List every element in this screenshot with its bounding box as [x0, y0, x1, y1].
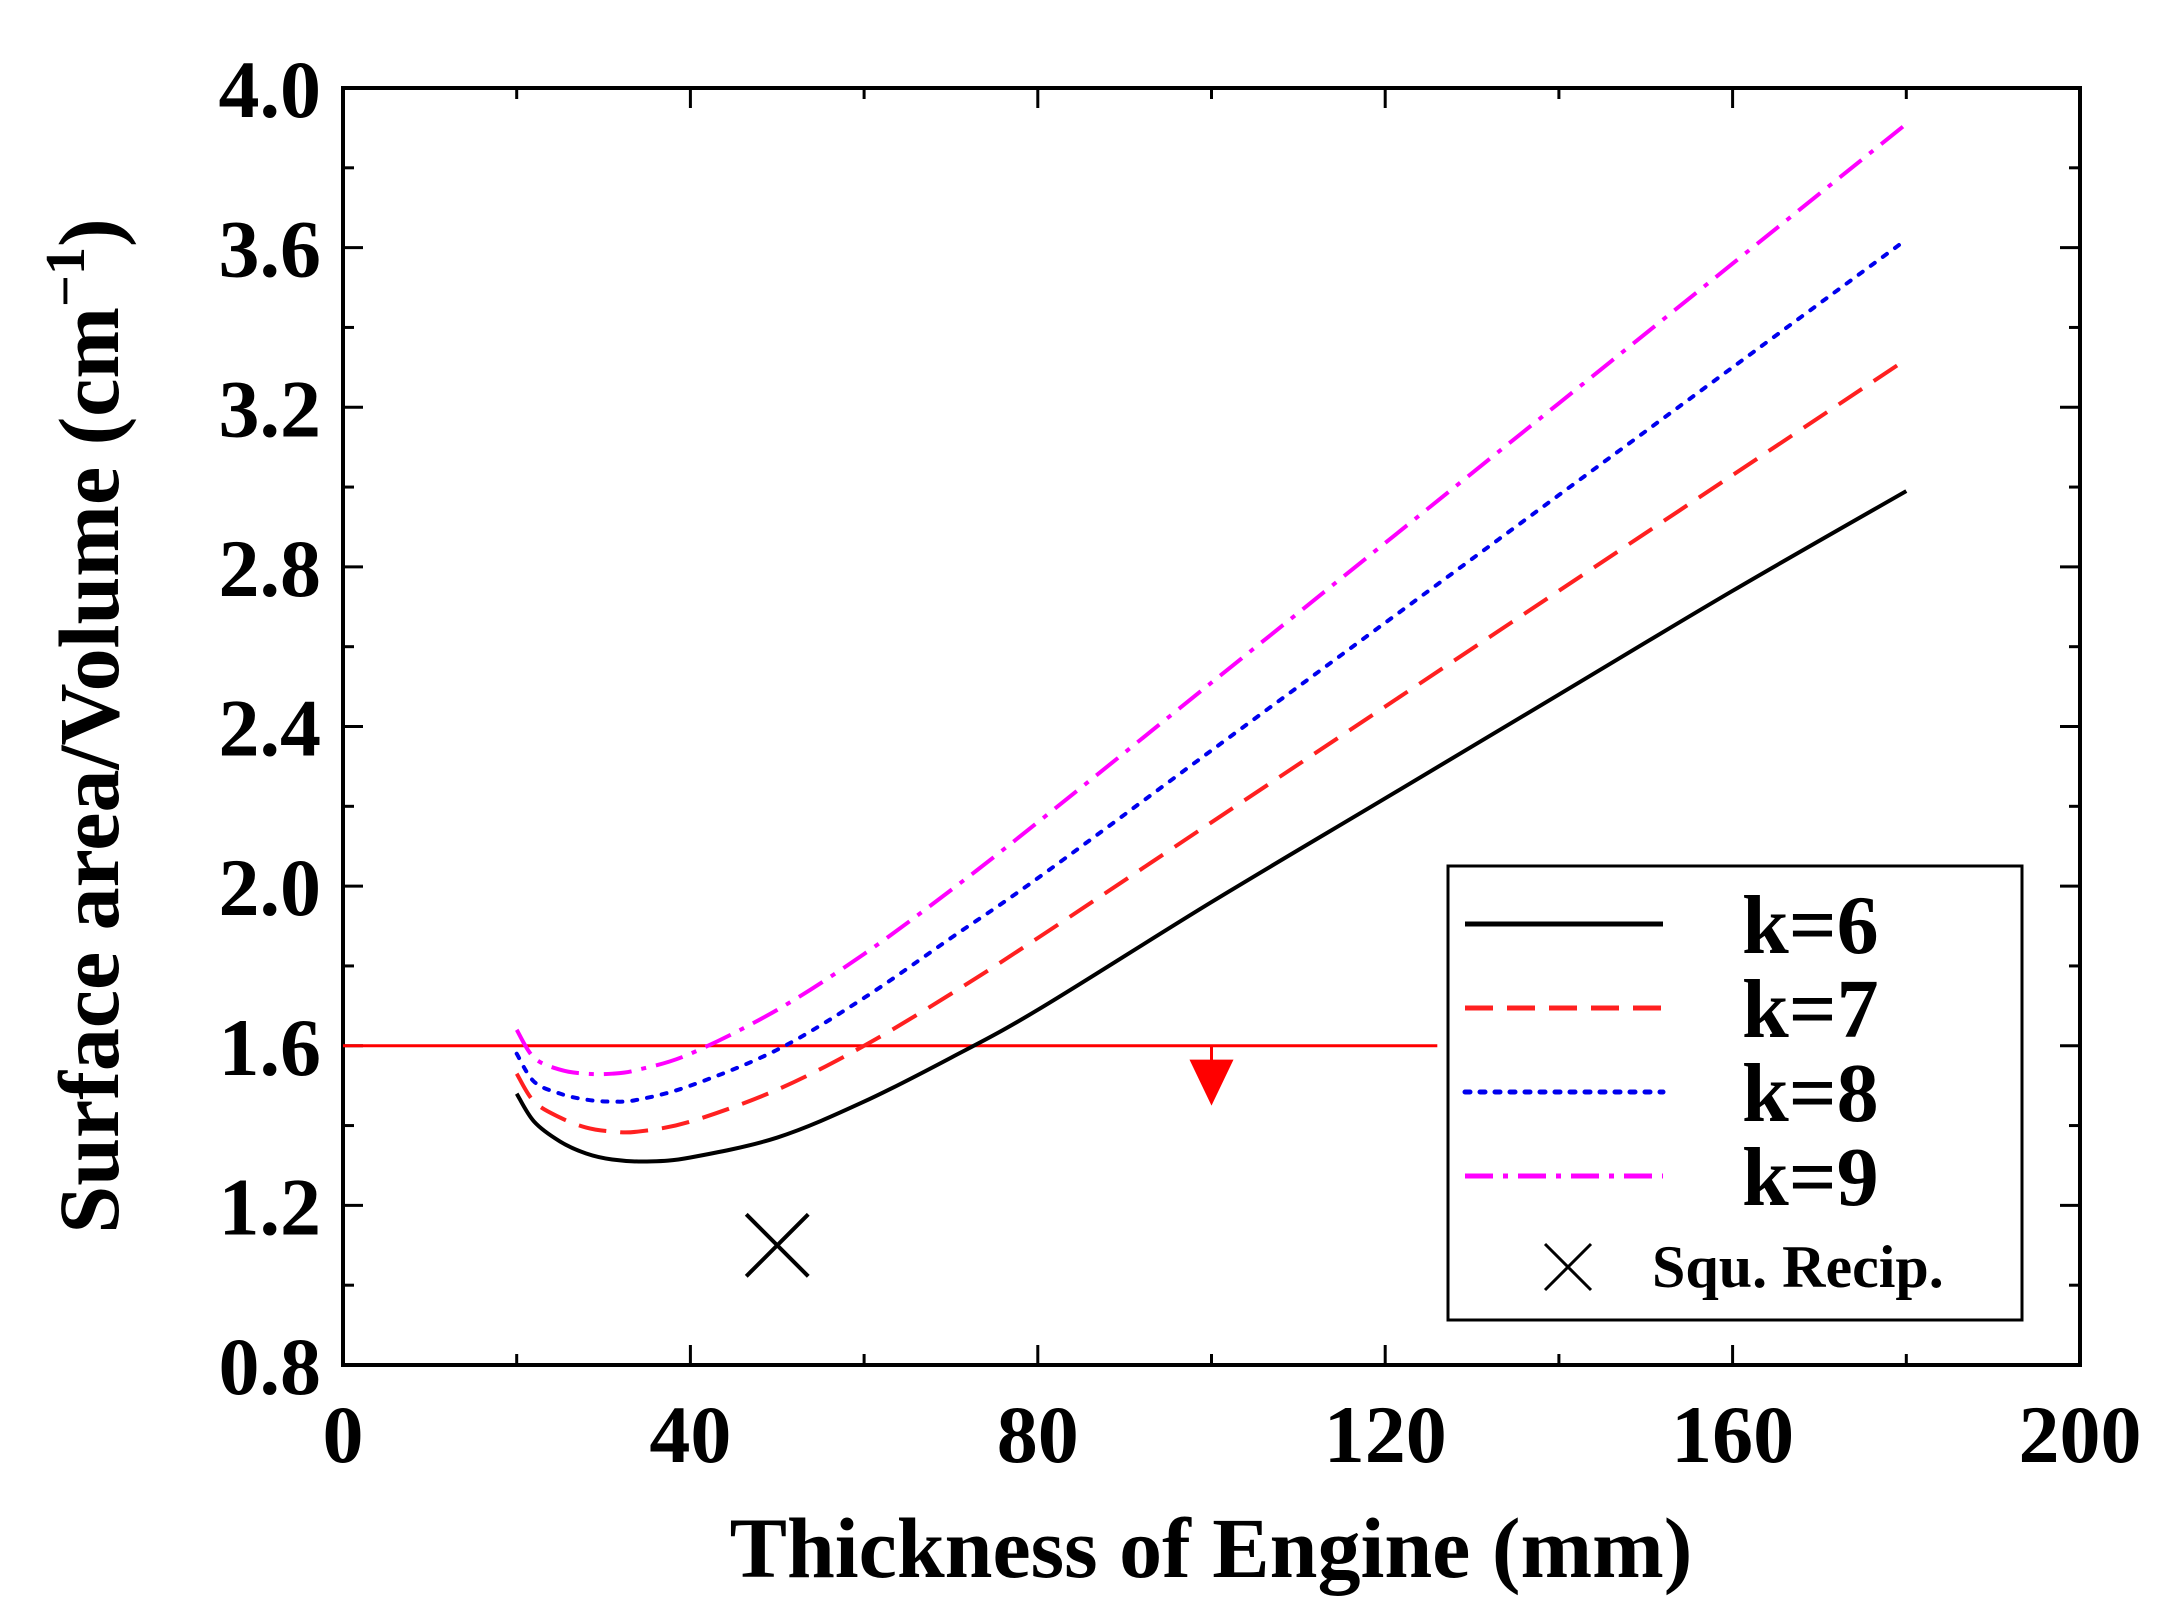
y-tick-label: 2.8	[219, 523, 322, 614]
y-axis-title-sup: −1	[35, 247, 97, 307]
tick-labels: 0 40 80 120 160 200 0.8 1.2 1.6 2.0 2.4 2.8 3.2 3.6 4.…	[219, 44, 2142, 1480]
x-tick-label: 40	[649, 1389, 731, 1480]
legend-label-k7: k=7	[1742, 963, 1879, 1056]
y-axis-title: Surface area/Volume (cm−1)	[35, 218, 137, 1233]
series-lines	[514, 122, 1909, 1164]
legend-entries: k=6k=7k=8k=9 Squ. Recip.	[1462, 879, 1944, 1300]
y-tick-label: 1.2	[219, 1161, 322, 1252]
y-tick-label: 2.4	[219, 683, 322, 774]
y-tick-label: 4.0	[219, 44, 322, 135]
y-tick-label: 3.2	[219, 363, 322, 454]
threshold-arrow-head	[1189, 1059, 1234, 1106]
x-tick-label: 0	[323, 1389, 364, 1480]
threshold-group	[343, 1044, 1438, 1106]
marker-stroke	[744, 1212, 810, 1278]
legend: k=6k=7k=8k=9 Squ. Recip.	[1446, 864, 2024, 1322]
series-line-k8	[514, 237, 1909, 1104]
y-tick-label: 0.8	[219, 1321, 322, 1412]
legend-label-k8: k=8	[1742, 1047, 1879, 1140]
series-line-k7	[514, 357, 1908, 1135]
x-axis-title: Thickness of Engine (mm)	[730, 1500, 1693, 1596]
y-tick-label: 1.6	[219, 1002, 322, 1093]
series-line-k6	[514, 489, 1908, 1164]
x-tick-label: 80	[997, 1389, 1079, 1480]
y-tick-label: 2.0	[219, 842, 322, 933]
axis-ticks	[341, 86, 2082, 1367]
x-tick-label: 120	[1324, 1389, 1447, 1480]
legend-marker-icon	[1543, 1242, 1593, 1292]
legend-label-k6: k=6	[1742, 879, 1879, 972]
legend-label-squ-recip: Squ. Recip.	[1652, 1234, 1944, 1300]
y-tick-label: 3.6	[219, 204, 322, 295]
y-axis-title-close: )	[41, 218, 137, 247]
x-tick-label: 160	[1671, 1389, 1794, 1480]
x-tick-label: 200	[2019, 1389, 2142, 1480]
series-line-k9	[514, 122, 1908, 1077]
squ-recip-marker	[744, 1212, 810, 1278]
y-axis-title-main: Surface area/Volume (cm	[41, 307, 137, 1234]
legend-label-k9: k=9	[1742, 1131, 1879, 1224]
